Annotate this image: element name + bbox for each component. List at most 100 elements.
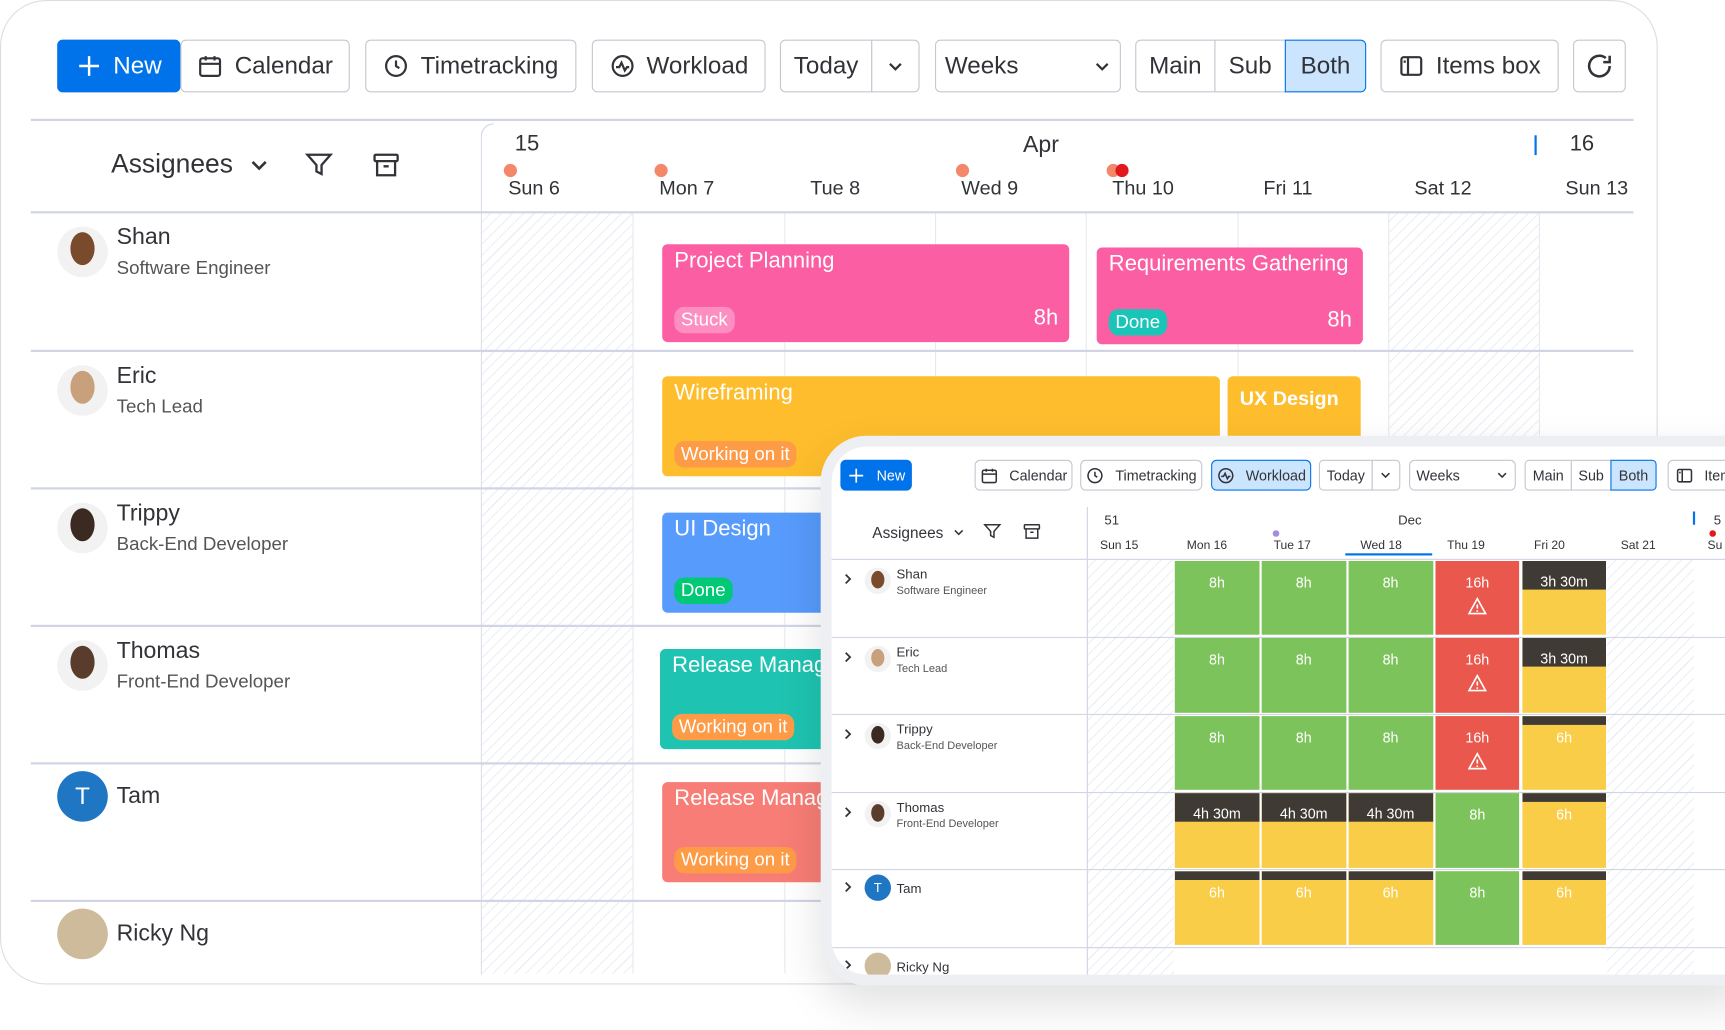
workload-cell[interactable]: 6h [1521, 793, 1607, 868]
expand-button[interactable] [840, 727, 854, 747]
toolbar-button[interactable]: Main [1524, 459, 1572, 491]
avatar [864, 645, 891, 672]
toolbar-button[interactable]: Sub [1570, 459, 1612, 491]
toolbar-button[interactable]: New [57, 39, 181, 93]
toolbar-button[interactable]: Main [1135, 39, 1216, 93]
workload-band [1521, 715, 1607, 725]
weekend-column [1607, 558, 1695, 975]
toolbar-button[interactable]: Today [779, 39, 873, 93]
workload-cell[interactable]: 4h 30m [1348, 793, 1433, 868]
workload-cell[interactable]: 8h [1174, 638, 1260, 713]
expand-button[interactable] [840, 805, 854, 825]
workload-cell[interactable]: 3h 30m [1521, 560, 1607, 635]
workload-cell[interactable]: 8h [1348, 638, 1433, 713]
workload-band [1521, 560, 1607, 590]
workload-cell[interactable]: 8h [1261, 560, 1347, 635]
workload-cell[interactable]: 8h [1348, 560, 1433, 635]
workload-cell[interactable]: 6h [1174, 870, 1260, 945]
day-label: Tue 17 [1273, 539, 1311, 553]
workload-hours: 6h [1295, 883, 1312, 901]
button-icon [887, 57, 905, 75]
task-title: Release Manage [674, 786, 836, 811]
toolbar-button[interactable]: Calendar [974, 459, 1073, 491]
expand-button[interactable] [840, 650, 854, 670]
day-label: Thu 10 [1112, 177, 1174, 200]
expand-button[interactable] [840, 572, 854, 592]
toolbar-button[interactable]: Timetracking [1080, 459, 1203, 491]
toolbar-button[interactable] [871, 39, 920, 93]
button-icon [197, 53, 223, 79]
workload-cell[interactable]: 6h [1521, 870, 1607, 945]
task-bar[interactable]: UI Design Done [662, 512, 836, 613]
workload-cell[interactable]: 6h [1348, 870, 1433, 945]
group-by[interactable]: Assignees [111, 150, 269, 181]
expand-button[interactable] [840, 880, 854, 900]
toolbar-button[interactable]: Sub [1214, 39, 1286, 93]
toolbar-button[interactable]: Today [1318, 459, 1373, 491]
filter-button[interactable] [982, 521, 1002, 547]
avatar [57, 640, 108, 691]
workload-cell[interactable]: 8h [1261, 715, 1347, 790]
button-icon [1380, 469, 1392, 481]
expand-button[interactable] [840, 958, 854, 975]
workload-cell[interactable]: 4h 30m [1261, 793, 1347, 868]
toolbar-button[interactable]: Timetracking [365, 39, 577, 93]
workload-cell[interactable]: 8h [1261, 638, 1347, 713]
event-dot [503, 163, 517, 178]
archive-button[interactable] [371, 150, 402, 186]
workload-hours: 8h [1382, 728, 1399, 746]
task-bar[interactable]: Release Manage Working on it [660, 649, 836, 750]
workload-cell[interactable]: 8h [1174, 715, 1260, 790]
group-by[interactable]: Assignees [872, 524, 964, 541]
task-title: Wireframing [674, 380, 793, 405]
toolbar-button[interactable] [1573, 39, 1626, 93]
person-role: Back-End Developer [896, 740, 998, 753]
day-label: Su [1707, 539, 1723, 553]
archive-button[interactable] [1022, 521, 1042, 547]
avatar-face [70, 645, 95, 679]
toolbar-button[interactable]: Both [1610, 459, 1657, 491]
expand-icon [840, 650, 854, 664]
avatar: T [57, 771, 108, 822]
workload-band [1521, 793, 1607, 802]
workload-hours: 8h [1469, 883, 1486, 901]
task-status: Working on it [672, 713, 795, 741]
toolbar-button[interactable]: Weeks [935, 39, 1121, 93]
filter-button[interactable] [304, 150, 335, 186]
task-status: Working on it [674, 847, 797, 874]
task-bar[interactable]: Project Planning Stuck 8h [662, 244, 1070, 343]
workload-hours: 16h [1465, 728, 1490, 746]
avatar-face [871, 726, 885, 744]
workload-hours: 8h [1382, 651, 1399, 668]
toolbar-button[interactable]: New [840, 459, 912, 491]
button-icon [1216, 466, 1234, 484]
workload-cell[interactable]: 4h 30m [1174, 793, 1260, 868]
toolbar-button[interactable]: Calendar [180, 39, 350, 93]
toolbar-button[interactable]: Workload [1211, 459, 1312, 491]
workload-cell[interactable]: 6h [1261, 870, 1347, 945]
workload-hours: 4h 30m [1279, 805, 1328, 822]
workload-cell[interactable]: 16h [1435, 638, 1520, 713]
workload-cell[interactable]: 8h [1435, 793, 1520, 868]
toolbar-button[interactable]: Both [1284, 39, 1367, 93]
toolbar-divider [30, 118, 1634, 121]
row-line [831, 713, 1725, 715]
workload-cell[interactable]: 16h [1435, 715, 1520, 790]
workload-cell[interactable]: 8h [1435, 870, 1520, 945]
workload-cell[interactable]: 3h 30m [1521, 638, 1607, 713]
workload-cell[interactable]: 8h [1174, 560, 1260, 635]
toolbar-button[interactable]: Items box [1380, 39, 1559, 93]
avatar [864, 722, 891, 750]
toolbar-button[interactable]: Weeks [1409, 459, 1516, 491]
task-bar[interactable]: Requirements Gathering Done 8h [1096, 247, 1363, 345]
header-line [831, 558, 1725, 560]
toolbar-button[interactable]: Workload [591, 39, 766, 93]
toolbar-button[interactable]: Items box [1667, 459, 1725, 491]
task-bar[interactable]: Release Manage Working on it [662, 782, 836, 883]
toolbar-button[interactable] [1371, 459, 1401, 491]
workload-hours: 6h [1556, 728, 1573, 746]
workload-cell[interactable]: 16h [1435, 560, 1520, 635]
workload-cell[interactable]: 8h [1348, 715, 1433, 790]
workload-cell[interactable]: 6h [1521, 715, 1607, 790]
